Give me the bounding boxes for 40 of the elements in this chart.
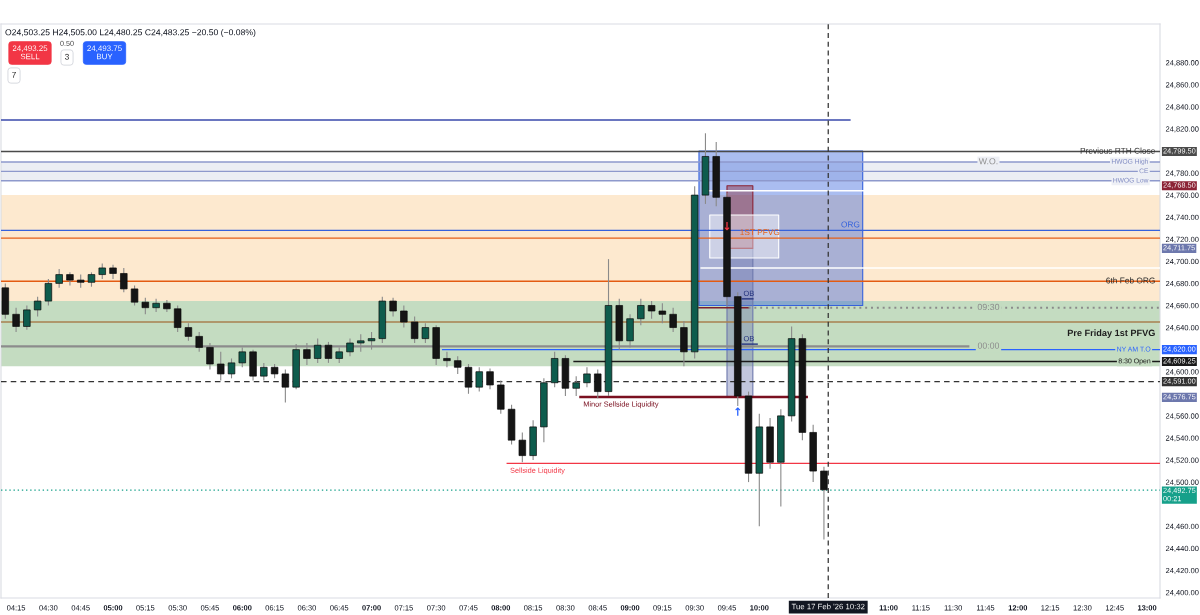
candlestick [130,285,139,307]
candlestick [217,351,225,382]
candlestick [12,307,20,333]
band-label: Pre Friday 1st PFVG [1067,329,1155,338]
candlestick [637,298,645,326]
candlestick [410,315,419,344]
annotation: 7 [12,71,16,78]
annotation: ↓ [724,222,730,231]
candlestick [486,367,494,390]
series-label: ORG [841,221,860,228]
candlestick [33,296,42,318]
candlestick [421,322,430,344]
candlestick [400,304,408,329]
candlestick [120,267,128,293]
text: O24,503.25 H24,505.00 L24,480.25 C24,483.25 −20.50 (−0.08%) [5,28,256,38]
candlestick [443,351,451,368]
candlestick [389,297,397,318]
candlestick [173,304,182,333]
series-label: 00:00 [977,342,1000,349]
candlestick [464,363,473,395]
candlestick [44,278,53,307]
candlestick [163,299,171,313]
candlestick [55,268,63,289]
candlestick [669,307,677,333]
band-label: W.O. [978,158,998,165]
candlestick [152,298,160,313]
candlestick [227,357,236,379]
candlestick [572,375,580,397]
candlestick [281,368,290,404]
candlestick [23,304,31,331]
candlestick [820,466,828,541]
candlestick [594,368,602,399]
series-label: 09:30 [977,303,1000,311]
candlestick [583,366,591,388]
candlestick [475,366,483,393]
candlestick [518,431,527,463]
candlestick [66,271,74,287]
candlestick [658,302,667,324]
annotation: 3 [65,53,69,60]
annotation: ↑ [735,407,741,416]
